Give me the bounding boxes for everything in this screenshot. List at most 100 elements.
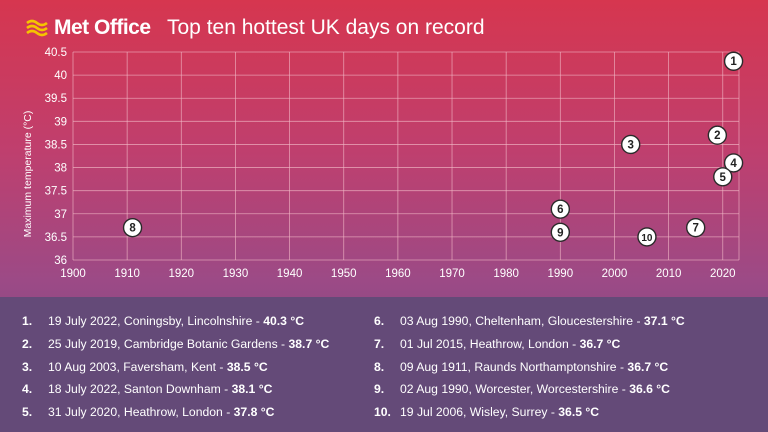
list-item-rank: 6.: [374, 314, 385, 328]
list-item-text: 19 July 2022, Coningsby, Lincolnshire -: [48, 314, 264, 328]
x-tick-label: 1920: [168, 268, 194, 280]
data-point-label: 2: [714, 130, 720, 142]
list-item: 7. 01 Jul 2015, Heathrow, London - 36.7 °…: [374, 333, 685, 356]
list-item-temperature: 37.1 °C: [643, 314, 685, 328]
list-item: 3. 10 Aug 2003, Faversham, Kent - 38.5 °C: [22, 356, 329, 379]
data-point-marker: [621, 134, 641, 155]
page-title: Top ten hottest UK days on record: [167, 16, 485, 39]
x-tick-label: 1980: [493, 268, 519, 280]
list-item-text: 19 Jul 2006, Wisley, Surrey -: [400, 405, 559, 420]
met-office-logo: Met Office: [26, 16, 151, 40]
data-point-label: 7: [692, 223, 698, 235]
y-tick-label: 37.5: [45, 186, 67, 198]
data-point: 2: [707, 125, 728, 145]
y-tick-label: 36: [54, 255, 67, 267]
data-point-label: 6: [557, 204, 563, 216]
list-item-text: 31 July 2020, Heathrow, London -: [48, 405, 234, 420]
list-item-text: 02 Aug 1990, Worcester, Worcestershire -: [400, 382, 630, 397]
list-item-temperature: 38.7 °C: [288, 336, 330, 351]
list-item-temperature: 36.7 °C: [579, 336, 621, 351]
logo-text: Met Office: [54, 16, 151, 39]
y-tick-label: 38.5: [45, 139, 67, 151]
x-tick-label: 1940: [277, 268, 303, 280]
data-point-marker: [723, 51, 744, 71]
list-item-temperature: 38.5 °C: [226, 359, 268, 374]
y-tick-label: 40: [54, 70, 67, 82]
data-point: 5: [713, 167, 733, 187]
list-item-temperature: 36.5 °C: [558, 405, 600, 420]
list-item-rank: 10.: [374, 405, 391, 420]
data-point-marker: [637, 227, 657, 247]
list-item: 2. 25 July 2019, Cambridge Botanic Garden…: [22, 333, 329, 356]
x-tick-label: 1990: [548, 268, 574, 280]
list-item: 10. 19 Jul 2006, Wisley, Surrey - 36.5 °C: [374, 401, 685, 424]
data-point-label: 9: [557, 227, 563, 239]
x-tick-label: 1900: [60, 268, 86, 280]
data-point-marker: [713, 167, 733, 187]
data-point: 9: [550, 222, 571, 242]
data-point-marker: [723, 153, 744, 173]
y-axis-label: Maximum temperature (°C): [22, 111, 34, 238]
data-point: 7: [685, 217, 706, 238]
list-item-rank: 9.: [374, 382, 385, 397]
x-tick-label: 2000: [602, 268, 628, 280]
grid: [72, 51, 740, 261]
header: Met Office Top ten hottest UK days on re…: [0, 0, 768, 58]
x-tick-label: 1960: [385, 268, 411, 280]
list-item-rank: 4.: [22, 382, 33, 397]
data-point-label: 3: [628, 139, 634, 151]
x-tick-label: 1950: [331, 268, 357, 280]
list-item-text: 03 Aug 1990, Cheltenham, Gloucestershire…: [400, 314, 644, 328]
ranking-column-left: 1. 19 July 2022, Coningsby, Lincolnshire …: [22, 310, 329, 424]
list-item-temperature: 36.7 °C: [627, 359, 669, 374]
y-tick-label: 37: [54, 209, 67, 221]
y-tick-label: 39.5: [45, 93, 67, 105]
data-point-marker: [550, 199, 571, 219]
list-item-text: 18 July 2022, Santon Downham -: [48, 382, 232, 397]
ranking-column-right: 6. 03 Aug 1990, Cheltenham, Gloucestershi…: [374, 310, 685, 424]
y-tick-label: 38: [54, 163, 67, 175]
list-item-text: 10 Aug 2003, Faversham, Kent -: [48, 359, 227, 374]
list-item: 6. 03 Aug 1990, Cheltenham, Gloucestershi…: [374, 310, 685, 333]
data-point-marker: [685, 217, 706, 238]
data-point-marker: [707, 125, 728, 145]
y-tick-label: 40.5: [45, 47, 67, 59]
x-tick-label: 2020: [710, 268, 736, 280]
list-item-rank: 1.: [22, 314, 33, 328]
data-point-label: 4: [730, 158, 737, 170]
list-item: 1. 19 July 2022, Coningsby, Lincolnshire …: [22, 310, 329, 333]
list-item-text: 09 Aug 1911, Raunds Northamptonshire -: [400, 359, 628, 374]
list-item-text: 25 July 2019, Cambridge Botanic Gardens …: [48, 336, 289, 351]
list-item: 5. 31 July 2020, Heathrow, London - 37.8 …: [22, 401, 329, 424]
list-item: 8. 09 Aug 1911, Raunds Northamptonshire -…: [374, 356, 685, 379]
list-item-temperature: 36.6 °C: [629, 382, 670, 397]
data-point: 3: [621, 134, 641, 155]
ranking-list: 1. 19 July 2022, Coningsby, Lincolnshire …: [0, 297, 768, 432]
x-tick-label: 1930: [223, 268, 249, 280]
data-point: 4: [723, 153, 744, 173]
list-item-rank: 8.: [374, 359, 385, 374]
list-item-temperature: 38.1 °C: [231, 382, 273, 397]
x-tick-label: 1910: [114, 268, 140, 280]
data-points: 1 2 3 45 6 7 8 9 10: [122, 51, 744, 247]
list-item-temperature: 40.3 °C: [263, 314, 305, 328]
data-point-label: 10: [641, 233, 653, 244]
data-point-label: 1: [730, 56, 737, 68]
list-item: 4. 18 July 2022, Santon Downham - 38.1 °C: [22, 378, 329, 401]
list-item-rank: 3.: [22, 359, 33, 374]
y-tick-label: 36.5: [45, 232, 67, 244]
data-point: 6: [550, 199, 571, 219]
x-tick-label: 1970: [439, 268, 465, 280]
data-point-marker: [550, 222, 571, 242]
list-item: 9. 02 Aug 1990, Worcester, Worcestershire…: [374, 378, 685, 401]
data-point: 10: [637, 227, 657, 247]
y-tick-label: 39: [54, 116, 67, 128]
list-item-temperature: 37.8 °C: [233, 405, 275, 420]
data-point-label: 8: [129, 223, 136, 235]
list-item-rank: 5.: [22, 405, 33, 420]
list-item-text: 01 Jul 2015, Heathrow, London -: [400, 336, 580, 351]
list-item-rank: 7.: [374, 336, 385, 351]
